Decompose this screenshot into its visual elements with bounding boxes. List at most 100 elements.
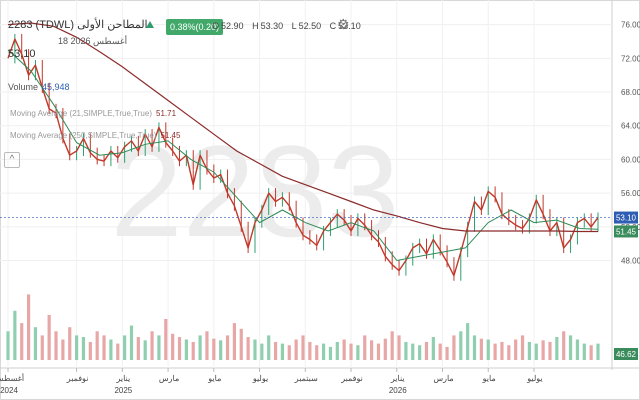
x-tick-label: يوليو bbox=[252, 374, 268, 383]
volume-bar bbox=[520, 335, 525, 360]
volume-bar bbox=[20, 323, 24, 360]
volume-bar bbox=[568, 335, 573, 360]
volume-bar bbox=[315, 345, 319, 360]
volume-bar bbox=[267, 335, 271, 360]
volume-bar bbox=[294, 339, 298, 360]
change-badge: 0.38%(0.20) bbox=[166, 19, 224, 35]
volume-bar bbox=[335, 341, 339, 360]
volume-bar bbox=[129, 325, 134, 360]
volume-bar bbox=[54, 331, 58, 360]
volume-bar bbox=[219, 340, 223, 360]
volume-bar bbox=[191, 341, 195, 360]
x-tick-label: مايو bbox=[207, 374, 221, 383]
volume-bar bbox=[260, 343, 264, 360]
volume-bar bbox=[356, 345, 360, 360]
x-tick-label: نوفمبر bbox=[340, 374, 363, 383]
volume-bar bbox=[527, 341, 531, 360]
volume-bar bbox=[562, 331, 566, 360]
high-value: 53.30 bbox=[260, 21, 284, 31]
volume-label: Volume bbox=[8, 82, 39, 92]
ma-long-legend[interactable]: Moving Average (250,SIMPLE,True,True) 51.… bbox=[10, 131, 180, 140]
volume-bar bbox=[205, 331, 209, 360]
volume-bar bbox=[479, 338, 483, 360]
volume-bar bbox=[466, 323, 470, 360]
close-value: 53.10 bbox=[338, 21, 361, 31]
volume-bar bbox=[287, 345, 291, 360]
x-tick-label: سبتمبر bbox=[294, 374, 318, 383]
y-tick-label: 72.00 bbox=[621, 54, 640, 63]
y-tick-label: 68.00 bbox=[621, 88, 640, 97]
volume-bar bbox=[75, 335, 79, 360]
volume-bar bbox=[493, 343, 497, 360]
volume-bar bbox=[514, 339, 518, 360]
volume-bar bbox=[589, 345, 593, 360]
volume-bar bbox=[225, 335, 230, 360]
gear-icon[interactable]: ⚙ bbox=[337, 16, 350, 32]
price-badge bbox=[614, 211, 638, 224]
volume-bar bbox=[33, 327, 38, 360]
volume-bar bbox=[582, 343, 586, 360]
volume-bar bbox=[363, 335, 367, 360]
open-value: 52.90 bbox=[221, 21, 244, 31]
x-tick-label: مارس bbox=[159, 374, 179, 383]
volume-bar bbox=[171, 333, 175, 360]
volume-bar bbox=[349, 343, 353, 360]
volume-bar bbox=[301, 335, 305, 360]
volume-bar bbox=[109, 339, 113, 360]
volume-bar bbox=[500, 341, 504, 360]
volume-bar bbox=[596, 343, 600, 360]
volume-bar bbox=[239, 328, 243, 360]
volume-bar bbox=[486, 339, 490, 360]
instrument-title: 2283 (TDWL) المطاحن الأولى bbox=[8, 19, 148, 31]
volume-bar bbox=[424, 341, 429, 360]
volume-bar bbox=[308, 341, 312, 360]
x-tick-year: 2024 bbox=[0, 386, 18, 395]
open-key: O bbox=[212, 21, 220, 31]
volume-bar bbox=[232, 323, 236, 360]
volume-bar bbox=[438, 343, 442, 360]
volume-bar bbox=[68, 327, 72, 360]
volume-bar bbox=[61, 339, 65, 360]
ma250-line bbox=[7, 22, 598, 233]
volume-bar bbox=[246, 337, 250, 360]
x-tick-label: مارس bbox=[433, 374, 453, 383]
volume-bar bbox=[328, 346, 333, 360]
volume-bar bbox=[198, 335, 202, 360]
volume-bar bbox=[390, 331, 394, 360]
volume-bar bbox=[397, 335, 401, 360]
volume-bar bbox=[548, 341, 552, 360]
ma-short-legend[interactable]: Moving Average (21,SIMPLE,True,True) 51.7… bbox=[10, 109, 176, 118]
y-tick-label: 56.00 bbox=[621, 189, 640, 198]
triangle-up-icon bbox=[146, 21, 154, 28]
volume-bar bbox=[376, 343, 381, 360]
volume-bar bbox=[26, 294, 31, 360]
ma-short-value: 51.71 bbox=[156, 109, 177, 118]
volume-bar bbox=[418, 345, 422, 360]
ma21-line bbox=[7, 49, 599, 262]
volume-bar bbox=[157, 335, 161, 360]
volume-bar bbox=[136, 337, 140, 360]
volume-bar bbox=[411, 343, 415, 360]
chevron-up-icon[interactable]: ^ bbox=[4, 152, 20, 168]
volume-bar bbox=[555, 337, 559, 360]
price-badge-label: 53.10 bbox=[616, 214, 637, 223]
x-tick-label: أغسطس bbox=[0, 372, 24, 383]
volume-bar bbox=[102, 335, 106, 360]
ma-long-value: 51.45 bbox=[160, 131, 181, 140]
volume-bar bbox=[541, 340, 545, 360]
volume-bar bbox=[575, 339, 580, 360]
volume-bar bbox=[321, 343, 326, 360]
x-tick-label: يناير bbox=[390, 374, 405, 383]
price-badge bbox=[614, 225, 638, 238]
volume-bar bbox=[280, 343, 285, 360]
volume-value: 45,948 bbox=[42, 82, 70, 92]
y-tick-label: 48.00 bbox=[621, 257, 640, 266]
volume-bar bbox=[534, 343, 538, 360]
ma-long-label: Moving Average (250,SIMPLE,True,True) bbox=[10, 131, 157, 140]
volume-bar bbox=[40, 335, 44, 360]
volume-bar bbox=[177, 337, 182, 360]
volume-bars bbox=[6, 294, 600, 360]
ohlc-readout: O 52.90 H 53.30 L 52.50 C 53.10 bbox=[212, 21, 367, 31]
